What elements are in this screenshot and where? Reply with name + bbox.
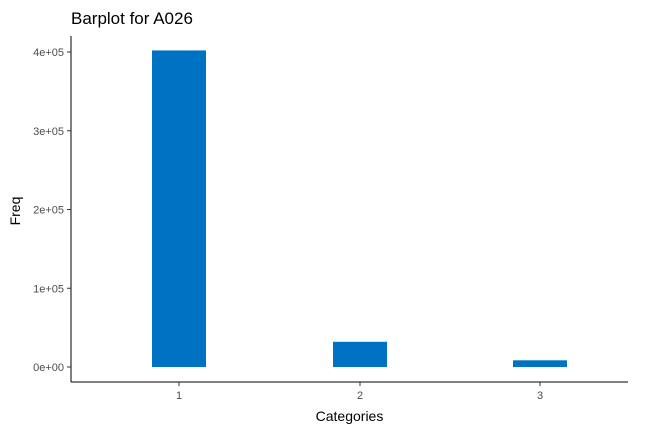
y-tick-label: 1e+05 [33, 283, 64, 295]
y-tick-label: 2e+05 [33, 205, 64, 217]
y-axis-title: Freq [7, 197, 23, 226]
y-tick-label: 3e+05 [33, 126, 64, 138]
x-tick-label: 2 [357, 390, 363, 402]
bar-category-2 [333, 341, 387, 367]
y-axis-ticks: 0e+00 1e+05 2e+05 3e+05 4e+05 [33, 47, 71, 374]
x-axis-ticks: 1 2 3 [176, 382, 543, 402]
chart-title: Barplot for A026 [71, 9, 193, 28]
x-tick-label: 3 [537, 390, 543, 402]
y-tick-label: 0e+00 [33, 362, 64, 374]
bar-category-3 [513, 360, 567, 367]
bar-category-1 [152, 50, 206, 368]
plot-area [152, 50, 567, 368]
x-axis-title: Categories [316, 408, 384, 424]
y-tick-label: 4e+05 [33, 47, 64, 59]
x-tick-label: 1 [176, 390, 182, 402]
